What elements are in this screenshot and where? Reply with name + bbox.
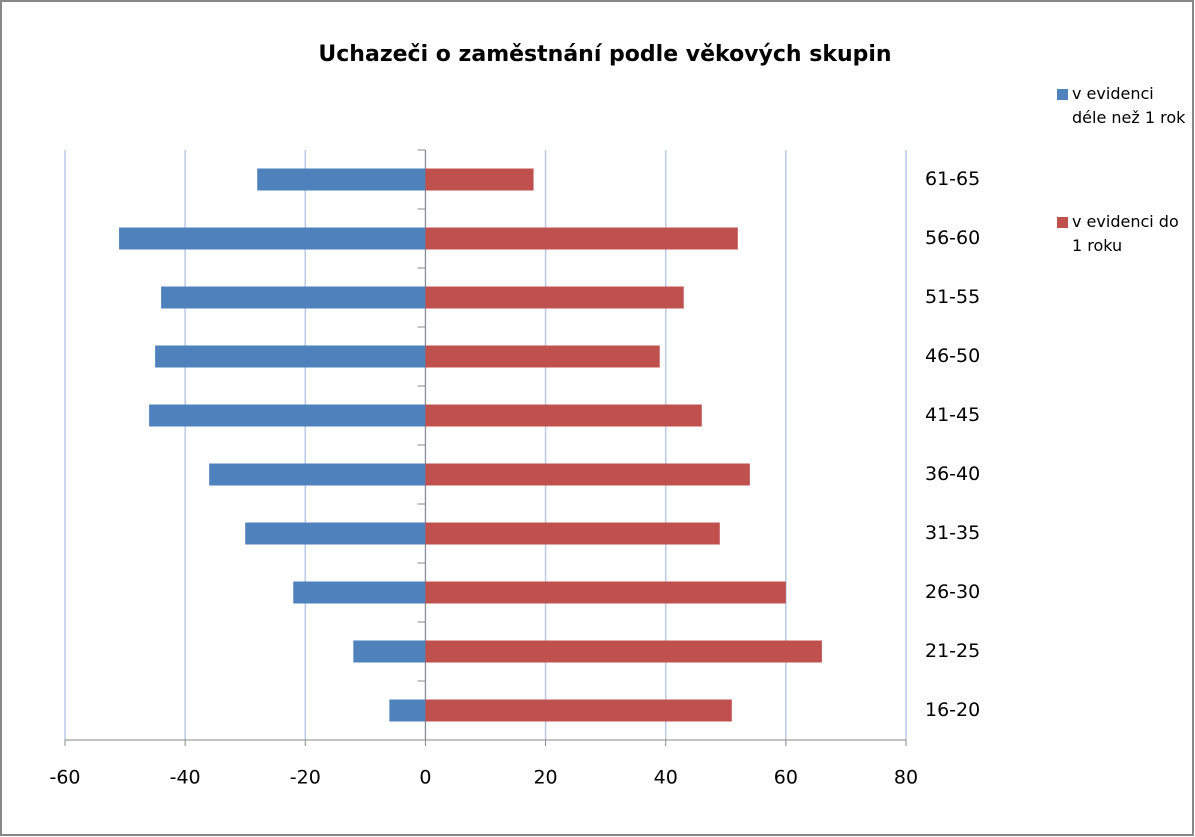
- legend-swatch: [1057, 89, 1068, 100]
- x-tick-label: 20: [533, 767, 557, 789]
- bar: [425, 522, 720, 545]
- chart-title: Uchazeči o zaměstnání podle věkových sku…: [318, 42, 891, 67]
- x-tick-label: 80: [894, 767, 918, 789]
- bar: [155, 345, 426, 368]
- bar: [389, 699, 426, 722]
- bar: [425, 581, 786, 604]
- y-tick-label: 21-25: [925, 640, 980, 662]
- bar: [161, 286, 426, 309]
- y-tick-label: 16-20: [925, 699, 980, 721]
- bar: [425, 286, 684, 309]
- y-tick-label: 41-45: [925, 404, 980, 426]
- bar: [425, 404, 702, 427]
- bar: [209, 463, 426, 486]
- y-tick-label: 31-35: [925, 522, 980, 544]
- bar: [425, 345, 660, 368]
- legend-label: v evidenci do 1 roku: [1072, 212, 1179, 255]
- bar: [425, 640, 822, 663]
- y-tick-label: 56-60: [925, 227, 980, 249]
- bar: [149, 404, 426, 427]
- bar: [245, 522, 426, 545]
- legend-label: v evidenci déle než 1 rok: [1072, 84, 1186, 127]
- y-tick-label: 36-40: [925, 463, 980, 485]
- bar: [425, 227, 738, 250]
- bar: [425, 463, 750, 486]
- x-tick-label: -20: [290, 767, 321, 789]
- x-tick-label: -60: [49, 767, 80, 789]
- x-tick-label: 0: [419, 767, 431, 789]
- bar: [353, 640, 426, 663]
- bar: [293, 581, 426, 604]
- y-tick-label: 61-65: [925, 168, 980, 190]
- bar: [425, 168, 534, 191]
- y-tick-label: 46-50: [925, 345, 980, 367]
- legend-swatch: [1057, 217, 1068, 228]
- bar: [119, 227, 426, 250]
- x-tick-label: -40: [170, 767, 201, 789]
- x-tick-label: 60: [774, 767, 798, 789]
- y-tick-label: 26-30: [925, 581, 980, 603]
- y-tick-label: 51-55: [925, 286, 980, 308]
- bar: [425, 699, 732, 722]
- x-tick-label: 40: [654, 767, 678, 789]
- bar: [257, 168, 426, 191]
